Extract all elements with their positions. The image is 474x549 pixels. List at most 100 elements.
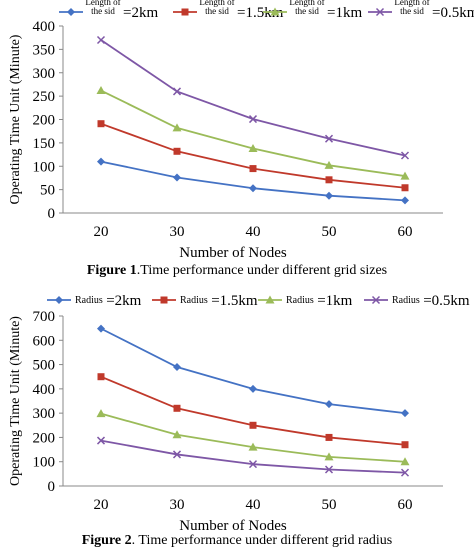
y-tick-label: 250 bbox=[33, 89, 56, 105]
legend: Radius =2km Radius =1.5km Radius =1km Radius =0… bbox=[47, 293, 470, 309]
y-tick-label: 350 bbox=[33, 42, 56, 58]
data-point bbox=[172, 87, 182, 96]
figure-2-caption-text: . Time performance under different grid … bbox=[131, 533, 393, 548]
figure-1-caption-label: Figure 1 bbox=[86, 263, 137, 278]
legend-label-big: =1.5km bbox=[211, 293, 258, 309]
legend-item: Radius =0.5km bbox=[364, 293, 470, 309]
data-point bbox=[97, 373, 105, 381]
x-tick-label: 40 bbox=[246, 497, 261, 513]
series-line bbox=[100, 39, 406, 157]
y-tick-label: 500 bbox=[33, 358, 56, 374]
legend-item: Radius =2km bbox=[47, 293, 142, 309]
x-tick-label: 60 bbox=[398, 224, 413, 240]
legend-label-small: Radius bbox=[392, 295, 420, 306]
legend-marker bbox=[67, 8, 75, 16]
data-point bbox=[172, 450, 182, 459]
data-point bbox=[173, 147, 181, 155]
legend-label-big: =0.5km bbox=[432, 5, 474, 21]
data-point bbox=[325, 400, 333, 409]
x-tick-label: 40 bbox=[246, 224, 261, 240]
figure-2-caption: Figure 2. Time performance under differe… bbox=[0, 533, 474, 549]
data-point bbox=[248, 442, 258, 451]
data-point bbox=[324, 452, 334, 461]
x-tick-label: 50 bbox=[322, 224, 337, 240]
series-line bbox=[100, 89, 406, 177]
figure-2-chart: 0 100 200 300 400 500 600 700 20 30 40 50 60 Number o… bbox=[8, 293, 470, 532]
y-tick-label: 100 bbox=[33, 455, 56, 471]
data-point bbox=[249, 184, 257, 193]
data-point bbox=[400, 468, 410, 477]
y-tick-label: 300 bbox=[33, 406, 56, 422]
series-3 bbox=[96, 409, 410, 466]
y-tick-label: 50 bbox=[40, 183, 55, 199]
data-point bbox=[324, 134, 334, 143]
legend-marker bbox=[181, 8, 189, 16]
y-tick-label: 600 bbox=[33, 333, 56, 349]
legend-label-big: =1km bbox=[327, 5, 362, 21]
data-point bbox=[97, 324, 105, 333]
legend-label-small: Radius bbox=[75, 295, 103, 306]
y-tick-label: 100 bbox=[33, 159, 56, 175]
data-point bbox=[173, 363, 181, 371]
data-point bbox=[325, 191, 333, 200]
figure-2-caption-label: Figure 2 bbox=[81, 533, 132, 548]
series-1 bbox=[97, 157, 409, 205]
data-point bbox=[400, 457, 410, 466]
y-tick-label: 700 bbox=[33, 309, 56, 325]
y-axis-label: Operating Time Unit (Minute) bbox=[8, 34, 23, 204]
y-tick-label: 0 bbox=[48, 206, 56, 222]
legend-label-small: the sid bbox=[295, 6, 319, 16]
legend-label-small: the sid bbox=[91, 6, 115, 16]
data-point bbox=[248, 115, 258, 124]
data-point bbox=[248, 460, 258, 469]
series-line bbox=[100, 327, 406, 415]
series-4 bbox=[96, 436, 410, 477]
series-2 bbox=[97, 120, 409, 192]
x-axis-label: Number of Nodes bbox=[179, 518, 287, 532]
series-4 bbox=[96, 35, 410, 160]
series-line bbox=[100, 412, 406, 463]
y-tick-label: 300 bbox=[33, 66, 56, 82]
figure-1-caption-text: .Time performance under different grid s… bbox=[136, 263, 388, 278]
data-point bbox=[400, 151, 410, 160]
series-line bbox=[100, 122, 406, 189]
data-point bbox=[248, 143, 258, 152]
x-axis-label: Number of Nodes bbox=[179, 245, 287, 261]
legend-marker bbox=[265, 295, 275, 304]
data-point bbox=[249, 384, 257, 393]
legend-label-small: Length of bbox=[85, 0, 120, 7]
data-point bbox=[97, 157, 105, 166]
legend-marker bbox=[160, 296, 168, 304]
data-point bbox=[96, 35, 106, 45]
data-point bbox=[324, 465, 334, 474]
legend-label-big: =2km bbox=[123, 5, 158, 21]
data-point bbox=[97, 120, 105, 128]
y-tick-label: 0 bbox=[48, 479, 56, 495]
legend-label-big: =2km bbox=[106, 293, 141, 309]
series-3 bbox=[96, 86, 410, 180]
x-tick-label: 20 bbox=[94, 224, 109, 240]
legend-label-small: Length of bbox=[199, 0, 234, 7]
data-point bbox=[172, 430, 182, 439]
data-point bbox=[324, 160, 334, 169]
data-point bbox=[172, 123, 182, 132]
data-point bbox=[400, 171, 410, 180]
y-tick-label: 150 bbox=[33, 136, 56, 152]
data-point bbox=[401, 196, 409, 205]
legend-label-big: =0.5km bbox=[423, 293, 470, 309]
y-tick-label: 400 bbox=[33, 19, 56, 35]
legend-label-big: =1.5km bbox=[237, 5, 284, 21]
data-point bbox=[96, 436, 106, 445]
legend-label-small: Length of bbox=[289, 0, 324, 7]
legend-label-small: the sid bbox=[205, 6, 229, 16]
x-tick-label: 20 bbox=[94, 497, 109, 513]
series-1 bbox=[97, 324, 409, 418]
legend-marker bbox=[270, 7, 280, 16]
legend-label-small: Radius bbox=[180, 295, 208, 306]
y-axis-label: Operating Time Unit (Minute) bbox=[8, 316, 23, 486]
data-point bbox=[401, 441, 409, 449]
